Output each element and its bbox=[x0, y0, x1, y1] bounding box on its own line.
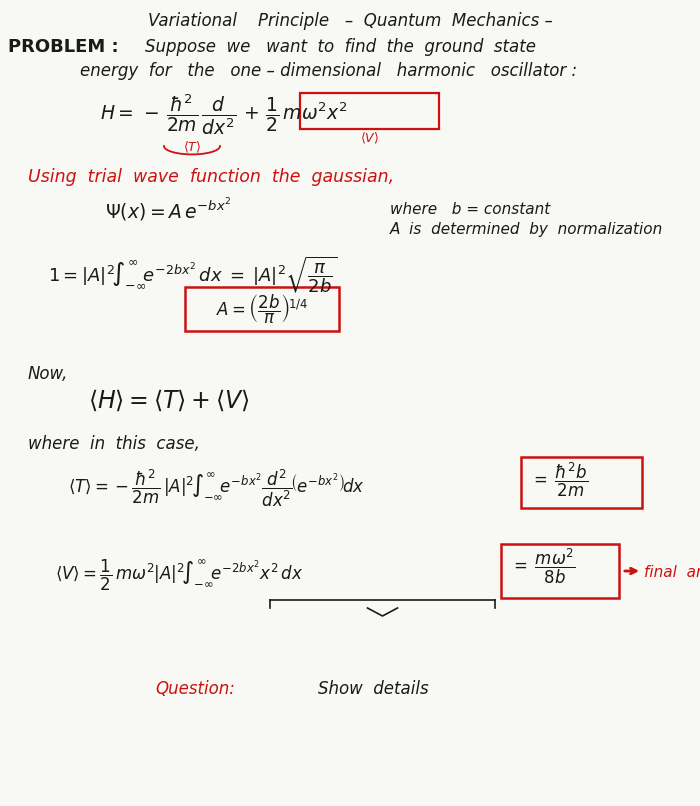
Text: Using  trial  wave  function  the  gaussian,: Using trial wave function the gaussian, bbox=[28, 168, 394, 186]
Text: A  is  determined  by  normalization: A is determined by normalization bbox=[390, 222, 664, 237]
Text: where  in  this  case,: where in this case, bbox=[28, 435, 200, 453]
Text: $A = \left(\dfrac{2b}{\pi}\right)^{\!1/4}$: $A = \left(\dfrac{2b}{\pi}\right)^{\!1/4… bbox=[216, 293, 308, 326]
Text: PROBLEM :: PROBLEM : bbox=[8, 38, 118, 56]
Text: $\langle H \rangle = \langle T \rangle + \langle V \rangle$: $\langle H \rangle = \langle T \rangle +… bbox=[88, 388, 250, 413]
Text: $\langle T \rangle$: $\langle T \rangle$ bbox=[183, 140, 201, 156]
Text: where   b = constant: where b = constant bbox=[390, 202, 550, 217]
Text: $\langle T \rangle = -\dfrac{\hbar^{2}}{2m}\,|A|^{2}\!\int_{-\infty}^{\infty}\!e: $\langle T \rangle = -\dfrac{\hbar^{2}}{… bbox=[68, 467, 365, 509]
Text: $=\;\dfrac{\hbar^{2}b}{2m}$: $=\;\dfrac{\hbar^{2}b}{2m}$ bbox=[530, 461, 588, 499]
Text: final  answer: final answer bbox=[644, 565, 700, 580]
Text: $1 = |A|^{2}\!\int_{-\infty}^{\infty}\!e^{-2bx^{2}}\,dx \;=\; |A|^{2}\sqrt{\dfra: $1 = |A|^{2}\!\int_{-\infty}^{\infty}\!e… bbox=[48, 255, 337, 295]
Text: Variational    Principle   –  Quantum  Mechanics –: Variational Principle – Quantum Mechanic… bbox=[148, 12, 552, 30]
Text: Show  details: Show details bbox=[318, 680, 428, 698]
Text: $\langle V \rangle = \dfrac{1}{2}\,m\omega^{2}|A|^{2}\!\int_{-\infty}^{\infty}\!: $\langle V \rangle = \dfrac{1}{2}\,m\ome… bbox=[55, 558, 304, 592]
Text: $H = \,-\,\dfrac{\hbar^{2}}{2m}\,\dfrac{d}{dx^{2}}\,+\,\dfrac{1}{2}\,m\omega^{2}: $H = \,-\,\dfrac{\hbar^{2}}{2m}\,\dfrac{… bbox=[100, 93, 348, 138]
Text: Suppose  we   want  to  find  the  ground  state: Suppose we want to find the ground state bbox=[145, 38, 536, 56]
Text: energy  for   the   one – dimensional   harmonic   oscillator :: energy for the one – dimensional harmoni… bbox=[80, 62, 577, 80]
Text: $=\;\dfrac{m\omega^{2}}{8b}$: $=\;\dfrac{m\omega^{2}}{8b}$ bbox=[510, 546, 575, 586]
Text: $\langle V \rangle$: $\langle V \rangle$ bbox=[360, 131, 379, 146]
Text: Question:: Question: bbox=[155, 680, 235, 698]
Text: $\Psi(x) = A\,e^{-bx^{2}}$: $\Psi(x) = A\,e^{-bx^{2}}$ bbox=[105, 197, 232, 223]
Text: Now,: Now, bbox=[28, 365, 69, 383]
